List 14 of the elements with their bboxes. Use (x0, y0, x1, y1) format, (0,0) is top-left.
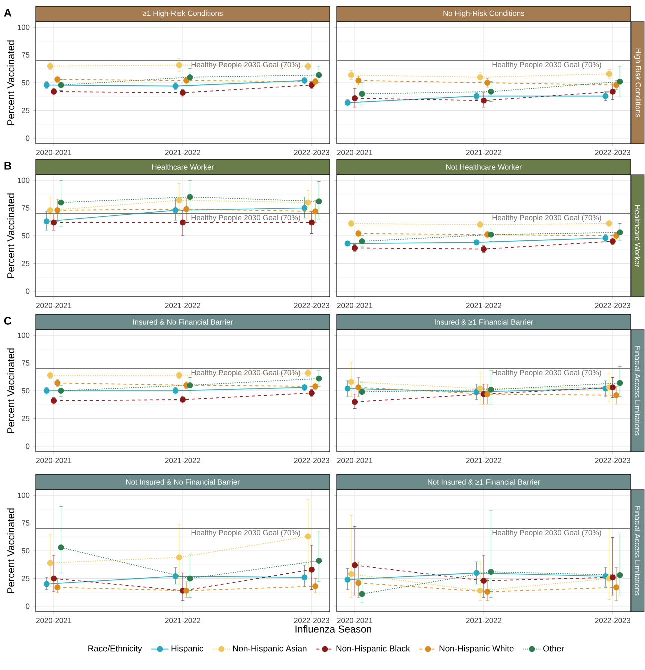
text: B (4, 162, 12, 170)
y-axis-title: Percent Vaccinated (7, 348, 15, 434)
x-axis-title: Influenza Season (296, 626, 372, 633)
legend-label: Non-Hispanic Black (336, 645, 410, 654)
legend-label: Non-Hispanic Asian (233, 645, 307, 654)
legend-title: Race/Ethnicity (88, 645, 142, 654)
text: C (4, 317, 12, 325)
y-axis-title: Percent Vaccinated (7, 508, 15, 594)
legend-label: Other (544, 645, 564, 652)
y-axis-title: Percent Vaccinated (7, 40, 15, 126)
legend-label: Hispanic (172, 645, 204, 654)
y-axis-title: Percent Vaccinated (7, 194, 15, 278)
text: A (4, 9, 12, 17)
legend-label: Non-Hispanic White (440, 645, 514, 654)
